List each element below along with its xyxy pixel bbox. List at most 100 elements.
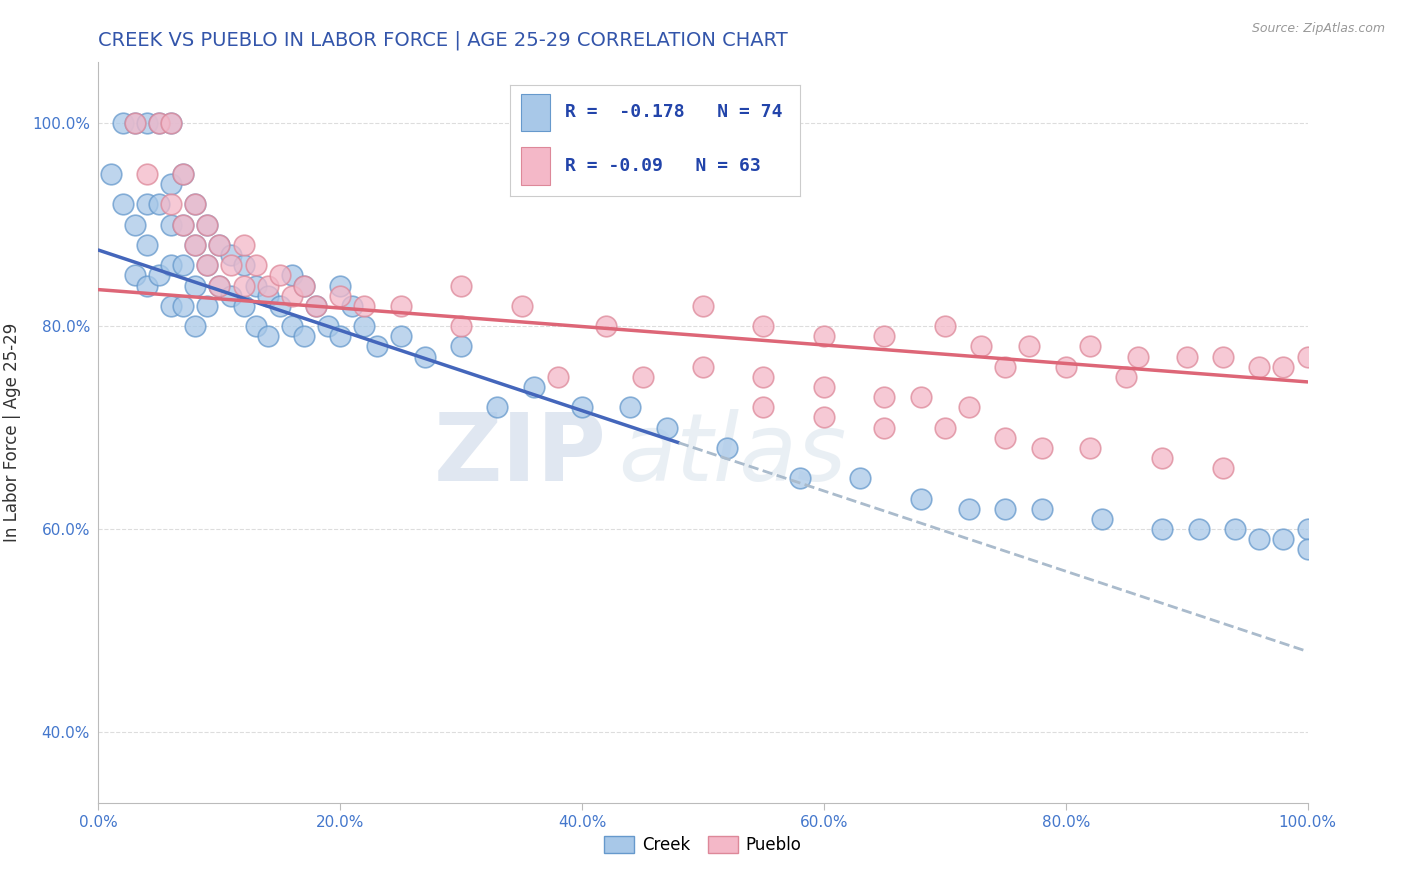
Point (389, 329, 412, 343)
Point (184, 238, 207, 252)
Point (1152, 522, 1174, 536)
Point (353, 319, 375, 334)
Point (135, 197, 157, 211)
Point (1272, 532, 1295, 546)
Point (353, 299, 375, 313)
Point (1296, 350, 1319, 364)
Point (329, 329, 352, 343)
Point (813, 380, 835, 394)
Point (752, 401, 775, 415)
Point (329, 289, 352, 303)
Point (1175, 350, 1198, 364)
Point (873, 329, 896, 343)
Point (994, 431, 1017, 445)
Point (195, 299, 218, 313)
Point (269, 299, 291, 313)
Text: Source: ZipAtlas.com: Source: ZipAtlas.com (1251, 22, 1385, 36)
Point (486, 401, 509, 415)
Point (1249, 359, 1271, 374)
Text: CREEK VS PUEBLO IN LABOR FORCE | AGE 25-29 CORRELATION CHART: CREEK VS PUEBLO IN LABOR FORCE | AGE 25-… (98, 30, 789, 50)
Point (692, 299, 714, 313)
Point (873, 420, 896, 434)
Point (292, 278, 315, 293)
Point (510, 299, 533, 313)
Point (111, 116, 134, 130)
Point (172, 299, 194, 313)
Point (873, 390, 896, 404)
Point (172, 258, 194, 272)
Point (160, 116, 183, 130)
Point (221, 258, 243, 272)
Point (232, 278, 254, 293)
Point (523, 380, 546, 394)
Point (1212, 461, 1234, 475)
Point (172, 167, 194, 181)
Point (172, 218, 194, 232)
Point (160, 218, 183, 232)
Point (692, 359, 714, 374)
Point (813, 329, 835, 343)
Point (172, 167, 194, 181)
Point (1091, 512, 1114, 526)
Point (957, 401, 980, 415)
Point (789, 471, 811, 485)
Point (631, 369, 654, 384)
Point (208, 278, 231, 293)
Point (1152, 450, 1174, 465)
Point (148, 197, 170, 211)
Point (595, 319, 617, 334)
Point (245, 258, 267, 272)
Point (655, 420, 678, 434)
Point (1115, 369, 1137, 384)
Point (389, 299, 412, 313)
Point (184, 238, 207, 252)
Point (329, 278, 352, 293)
Point (1249, 532, 1271, 546)
Point (281, 289, 304, 303)
Point (245, 278, 267, 293)
Point (413, 350, 436, 364)
Point (547, 369, 569, 384)
Point (813, 410, 835, 425)
Point (208, 238, 231, 252)
Point (256, 329, 278, 343)
Point (111, 197, 134, 211)
Point (184, 197, 207, 211)
Point (184, 278, 207, 293)
Point (221, 289, 243, 303)
Point (994, 359, 1017, 374)
Point (195, 258, 218, 272)
Point (1188, 522, 1211, 536)
Point (124, 268, 146, 283)
Legend: Creek, Pueblo: Creek, Pueblo (598, 830, 808, 861)
Point (160, 116, 183, 130)
Point (752, 369, 775, 384)
Point (970, 339, 993, 353)
Point (450, 339, 472, 353)
Point (305, 299, 328, 313)
Point (208, 278, 231, 293)
Point (281, 319, 304, 334)
Point (269, 268, 291, 283)
Point (994, 501, 1017, 516)
Point (160, 197, 183, 211)
Point (752, 319, 775, 334)
Point (366, 339, 388, 353)
Point (281, 268, 304, 283)
Point (450, 319, 472, 334)
Point (124, 116, 146, 130)
Point (910, 491, 932, 506)
Point (160, 258, 183, 272)
Point (1223, 522, 1246, 536)
Point (221, 248, 243, 262)
Point (316, 319, 339, 334)
Point (1031, 441, 1053, 455)
Point (849, 471, 872, 485)
Point (135, 116, 157, 130)
Text: ZIP: ZIP (433, 409, 606, 500)
Point (135, 238, 157, 252)
Point (716, 441, 738, 455)
Point (195, 218, 218, 232)
Point (184, 319, 207, 334)
Point (195, 218, 218, 232)
